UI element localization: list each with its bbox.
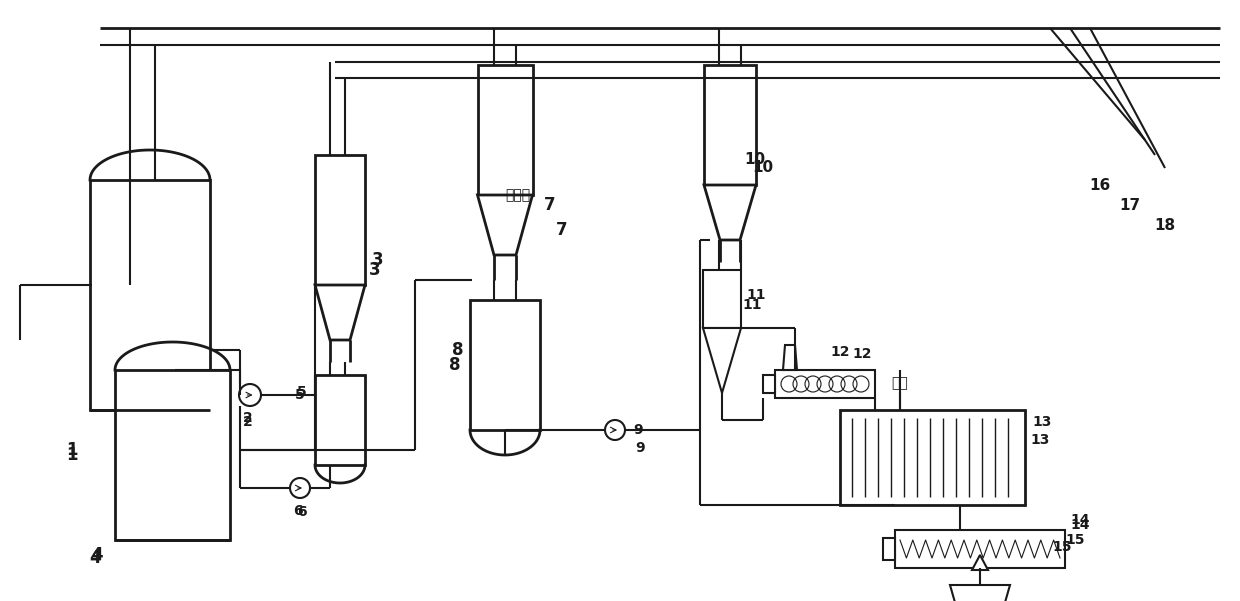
Bar bbox=[704, 65, 756, 185]
Text: 2: 2 bbox=[243, 415, 253, 429]
Text: 12: 12 bbox=[831, 345, 849, 359]
Text: 7: 7 bbox=[557, 221, 568, 239]
Polygon shape bbox=[782, 345, 797, 370]
Text: 3: 3 bbox=[370, 261, 381, 279]
Text: 18: 18 bbox=[1154, 218, 1176, 233]
Text: 15: 15 bbox=[1065, 533, 1085, 547]
Text: 17: 17 bbox=[1120, 198, 1141, 213]
Text: 13: 13 bbox=[1030, 433, 1050, 447]
Text: 5: 5 bbox=[298, 385, 306, 399]
Text: 4: 4 bbox=[92, 546, 103, 564]
Text: 1: 1 bbox=[66, 441, 78, 459]
Text: 12: 12 bbox=[852, 347, 872, 361]
Bar bbox=[115, 370, 229, 540]
Polygon shape bbox=[477, 195, 532, 255]
Text: 11: 11 bbox=[746, 288, 766, 302]
Text: 10: 10 bbox=[744, 153, 765, 168]
Text: 15: 15 bbox=[1053, 540, 1071, 554]
Polygon shape bbox=[703, 328, 742, 393]
Text: 8: 8 bbox=[453, 341, 464, 359]
Text: 脱盐水: 脱盐水 bbox=[505, 188, 531, 202]
Text: 5: 5 bbox=[295, 388, 305, 402]
Polygon shape bbox=[704, 185, 756, 240]
Bar bbox=[763, 375, 775, 393]
Text: 11: 11 bbox=[743, 298, 761, 312]
Bar bbox=[315, 155, 365, 285]
Text: 10: 10 bbox=[751, 160, 773, 175]
Text: 8: 8 bbox=[449, 356, 461, 374]
Bar bbox=[477, 65, 532, 195]
Bar bbox=[470, 300, 539, 430]
Text: 13: 13 bbox=[1033, 415, 1052, 429]
Bar bbox=[895, 530, 1065, 568]
Text: 6: 6 bbox=[293, 504, 303, 518]
Bar bbox=[91, 180, 210, 410]
Polygon shape bbox=[950, 585, 1011, 601]
Text: 3: 3 bbox=[372, 251, 384, 269]
Text: 16: 16 bbox=[1090, 177, 1111, 192]
Text: 7: 7 bbox=[544, 196, 556, 214]
Bar bbox=[775, 370, 875, 398]
Bar bbox=[839, 410, 1025, 505]
Polygon shape bbox=[972, 555, 988, 570]
Bar bbox=[703, 270, 742, 328]
Text: 2: 2 bbox=[243, 411, 253, 425]
Bar bbox=[883, 538, 895, 560]
Bar bbox=[315, 375, 365, 465]
Text: 14: 14 bbox=[1070, 518, 1090, 532]
Text: 1: 1 bbox=[66, 446, 78, 464]
Polygon shape bbox=[315, 285, 365, 340]
Text: 4: 4 bbox=[89, 549, 100, 567]
Text: 9: 9 bbox=[634, 423, 642, 437]
Text: 14: 14 bbox=[1070, 513, 1090, 527]
Text: 蒸气: 蒸气 bbox=[892, 376, 909, 390]
Text: 6: 6 bbox=[298, 505, 306, 519]
Text: 9: 9 bbox=[635, 441, 645, 455]
